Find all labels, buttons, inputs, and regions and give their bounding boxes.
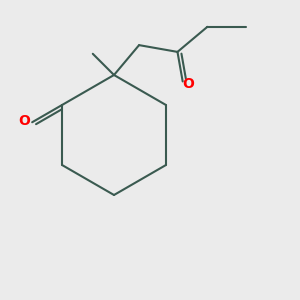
Text: O: O — [19, 114, 31, 128]
Text: O: O — [182, 77, 194, 92]
